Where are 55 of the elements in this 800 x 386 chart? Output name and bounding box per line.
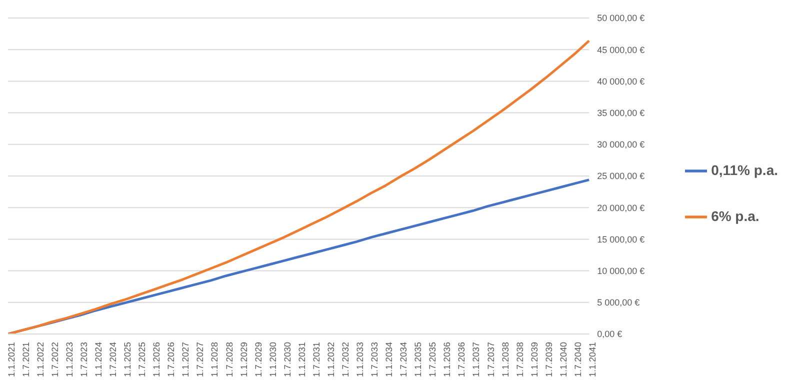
x-tick-label: 1.1.2038	[500, 342, 510, 378]
y-tick-label: 5 000,00 €	[597, 298, 640, 308]
x-tick-label: 1.1.2040	[558, 342, 568, 378]
x-tick-label: 1.1.2039	[529, 342, 540, 378]
y-tick-label: 0,00 €	[597, 329, 622, 340]
y-tick-label: 10 000,00 €	[597, 266, 645, 276]
x-tick-label: 1.1.2029	[238, 342, 249, 378]
x-tick-label: 1.1.2023	[64, 342, 74, 378]
x-tick-label: 1.1.2037	[471, 342, 482, 378]
x-tick-label: 1.1.2021	[6, 342, 16, 378]
x-tick-label: 1.7.2031	[311, 342, 322, 378]
x-tick-label: 1.1.2041	[587, 342, 598, 378]
y-tick-label: 50 000,00 €	[597, 13, 645, 24]
line-series	[8, 40, 590, 334]
x-tick-label: 1.1.2024	[94, 342, 104, 378]
x-tick-label: 1.7.2033	[370, 342, 380, 378]
x-tick-label: 1.1.2035	[413, 342, 424, 378]
x-tick-label: 1.1.2025	[122, 342, 133, 378]
y-tick-label: 40 000,00 €	[597, 76, 645, 86]
x-tick-label: 1.1.2030	[268, 342, 278, 378]
y-tick-label: 15 000,00 €	[597, 234, 645, 244]
x-tick-label: 1.7.2023	[79, 342, 90, 378]
y-tick-label: 25 000,00 €	[597, 171, 645, 182]
x-tick-label: 1.1.2026	[152, 342, 162, 378]
x-tick-label: 1.1.2033	[355, 342, 366, 378]
x-tick-label: 1.1.2036	[442, 342, 452, 378]
x-tick-label: 1.1.2028	[210, 342, 220, 378]
x-tick-label: 1.7.2035	[428, 342, 438, 378]
x-tick-label: 1.1.2022	[35, 342, 46, 378]
x-tick-label: 1.7.2022	[50, 342, 60, 378]
legend-label: 0,11% p.a.	[711, 162, 778, 178]
x-tick-label: 1.1.2027	[180, 342, 191, 378]
x-tick-label: 1.7.2030	[282, 342, 292, 378]
x-tick-label: 1.7.2029	[253, 342, 264, 378]
x-tick-label: 1.7.2021	[20, 342, 31, 378]
y-tick-label: 30 000,00 €	[597, 140, 645, 150]
x-tick-label: 1.1.2032	[326, 342, 336, 378]
x-tick-label: 1.7.2038	[514, 342, 525, 378]
y-tick-label: 45 000,00 €	[597, 44, 645, 55]
y-tick-label: 20 000,00 €	[597, 202, 645, 213]
x-tick-label: 1.7.2037	[486, 342, 496, 378]
x-tick-label: 1.7.2026	[166, 342, 176, 378]
x-tick-label: 1.7.2039	[544, 342, 554, 378]
x-tick-label: 1.7.2036	[456, 342, 467, 378]
x-tick-label: 1.7.2027	[195, 342, 206, 378]
y-tick-label: 35 000,00 €	[597, 108, 645, 118]
x-tick-label: 1.7.2025	[137, 342, 148, 378]
x-tick-label: 1.7.2032	[340, 342, 350, 378]
x-tick-label: 1.1.2034	[384, 342, 394, 378]
x-tick-label: 1.7.2028	[224, 342, 234, 378]
x-tick-label: 1.1.2031	[296, 342, 307, 378]
x-tick-label: 1.7.2040	[572, 342, 583, 378]
legend-label: 6% p.a.	[711, 208, 760, 224]
x-tick-label: 1.7.2034	[398, 342, 409, 378]
x-tick-label: 1.7.2024	[108, 342, 118, 378]
